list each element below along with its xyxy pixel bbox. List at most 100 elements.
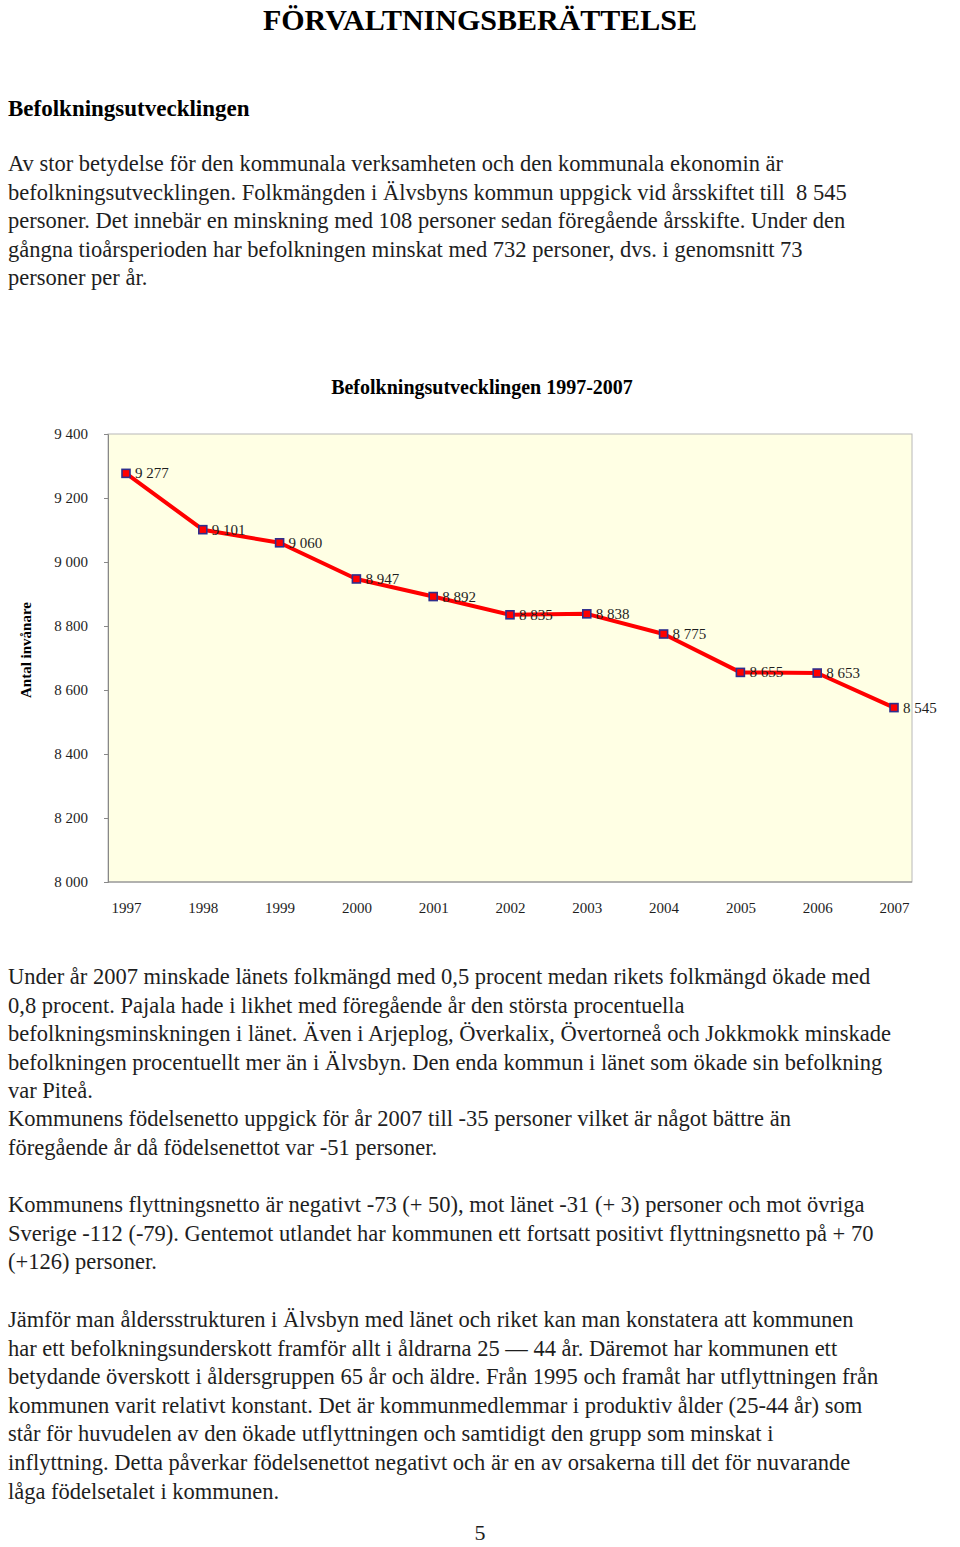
data-label: 8 838 [596, 606, 630, 622]
x-tick: 2001 [419, 882, 449, 916]
x-tick-label: 2000 [342, 900, 372, 916]
paragraph: Kommunens flyttningsnetto är negativt -7… [8, 1192, 873, 1274]
x-tick: 2000 [342, 882, 372, 916]
x-tick-label: 2006 [803, 900, 834, 916]
y-tick-mark [104, 754, 108, 755]
marker [122, 469, 130, 477]
marker [660, 630, 668, 638]
paragraph-line: Kommunens födelsenetto uppgick för år 20… [8, 1106, 791, 1131]
paragraph-line: befolkningen procentuellt mer än i Älvsb… [8, 1050, 882, 1075]
y-tick: 9 200 [54, 490, 108, 506]
paragraph-line: 0,8 procent. Pajala hade i likhet med fö… [8, 993, 685, 1018]
y-tick-label: 8 000 [54, 874, 88, 890]
x-tick: 2006 [803, 882, 834, 916]
x-axis: 1997 1998 1999 2000 2001 2002 2003 2004 2005 2006… [108, 882, 912, 916]
paragraph: Av stor betydelse för den kommunala verk… [8, 151, 847, 290]
section-heading: Befolkningsutvecklingen [8, 96, 250, 121]
y-tick-mark [104, 434, 108, 435]
y-tick-label: 9 000 [54, 554, 88, 570]
x-tick-label: 2004 [649, 900, 680, 916]
x-tick: 2003 [572, 882, 602, 916]
paragraph-line: Sverige -112 (-79). Gentemot utlandet ha… [8, 1221, 873, 1246]
data-label: 9 060 [289, 535, 323, 551]
data-label: 8 835 [519, 607, 553, 623]
x-tick: 2004 [649, 882, 680, 916]
paragraph-line: personer. Det innebär en minskning med 1… [8, 208, 845, 233]
series [122, 469, 898, 711]
marker [199, 526, 207, 534]
paragraph-line: befolkningsutvecklingen. Folkmängden i Ä… [8, 180, 847, 205]
y-tick-mark [104, 882, 108, 883]
page: FÖRVALTNINGSBERÄTTELSE Befolkningsutveckl… [0, 0, 960, 1547]
x-tick-label: 2007 [880, 900, 911, 916]
x-tick: 2002 [496, 882, 526, 916]
y-tick: 8 600 [54, 682, 108, 698]
x-tick: 1999 [265, 882, 295, 916]
x-tick-label: 2001 [419, 900, 449, 916]
paragraph-line: var Piteå. [8, 1078, 93, 1103]
page-number: 5 [475, 1520, 486, 1545]
data-label: 8 655 [749, 664, 783, 680]
y-axis-line [104, 435, 109, 883]
y-tick-label: 8 600 [54, 682, 88, 698]
y-tick: 9 400 [54, 426, 108, 442]
plot-area [108, 434, 912, 882]
paragraph-line: står för huvudelen av den ökade utflyttn… [8, 1421, 773, 1446]
x-tick: 2005 [726, 882, 756, 916]
marker [736, 668, 744, 676]
paragraph: Kommunens födelsenetto uppgick för år 20… [8, 1106, 791, 1160]
data-label: 8 545 [903, 700, 937, 716]
paragraph-line: föregående år då födelsenettot var -51 p… [8, 1135, 437, 1160]
y-tick-label: 8 400 [54, 746, 88, 762]
y-tick-label: 9 200 [54, 490, 88, 506]
paragraph-line: har ett befolkningsunderskott framför al… [8, 1336, 838, 1361]
y-tick-mark [104, 562, 108, 563]
data-label: 8 892 [442, 589, 476, 605]
paragraph-line: Kommunens flyttningsnetto är negativt -7… [8, 1192, 864, 1217]
y-tick-label: 8 200 [54, 810, 88, 826]
paragraph-line: betydande överskott i åldersgruppen 65 å… [8, 1364, 878, 1389]
y-tick-mark [104, 498, 108, 499]
y-tick-label: 8 800 [54, 618, 88, 634]
x-tick-label: 2003 [572, 900, 602, 916]
marker [276, 539, 284, 547]
data-label: 8 947 [365, 571, 399, 587]
y-tick: 8 400 [54, 746, 108, 762]
page-title: FÖRVALTNINGSBERÄTTELSE [263, 3, 697, 36]
paragraph-line: befolkningsminskningen i länet. Även i A… [8, 1021, 891, 1046]
paragraph-line: personer per år. [8, 265, 147, 290]
x-tick: 2007 [880, 882, 911, 916]
paragraph: Under år 2007 minskade länets folkmängd … [8, 964, 891, 1103]
x-tick: 1997 [112, 882, 143, 916]
x-tick-label: 1998 [188, 900, 218, 916]
marker [583, 610, 591, 618]
y-tick-mark [104, 690, 108, 691]
x-tick-label: 2005 [726, 900, 756, 916]
data-label: 8 653 [826, 665, 860, 681]
y-axis-title: Antal invånare [18, 602, 34, 698]
data-label: 8 775 [673, 626, 707, 642]
marker [813, 669, 821, 677]
marker [506, 611, 514, 619]
data-label: 9 277 [135, 465, 169, 481]
paragraph-line: Av stor betydelse för den kommunala verk… [8, 151, 783, 176]
paragraph-line: inflyttning. Detta påverkar födelsenetto… [8, 1450, 850, 1475]
data-labels: 9 2779 1019 0608 9478 8928 8358 8388 775… [135, 465, 937, 715]
y-tick-label: 9 400 [54, 426, 88, 442]
paragraph-line: gångna tioårsperioden har befolkningen m… [8, 237, 803, 262]
marker [352, 575, 360, 583]
y-tick: 9 000 [54, 554, 108, 570]
paragraph-line: kommunen varit relativt konstant. Det är… [8, 1393, 863, 1418]
marker [890, 704, 898, 712]
x-axis-line [108, 882, 912, 883]
paragraph-line: Jämför man åldersstrukturen i Älvsbyn me… [8, 1307, 853, 1332]
y-axis: 8 000 8 200 8 400 8 600 8 800 9 000 9 200 9 400 [54, 426, 108, 890]
y-tick-mark [104, 626, 108, 627]
paragraph: Jämför man åldersstrukturen i Älvsbyn me… [8, 1307, 878, 1504]
x-tick-label: 1999 [265, 900, 295, 916]
x-tick-label: 2002 [496, 900, 526, 916]
paragraph-line: låga födelsetalet i kommunen. [8, 1479, 279, 1504]
x-tick-label: 1997 [112, 900, 143, 916]
marker [429, 593, 437, 601]
line [126, 473, 894, 707]
